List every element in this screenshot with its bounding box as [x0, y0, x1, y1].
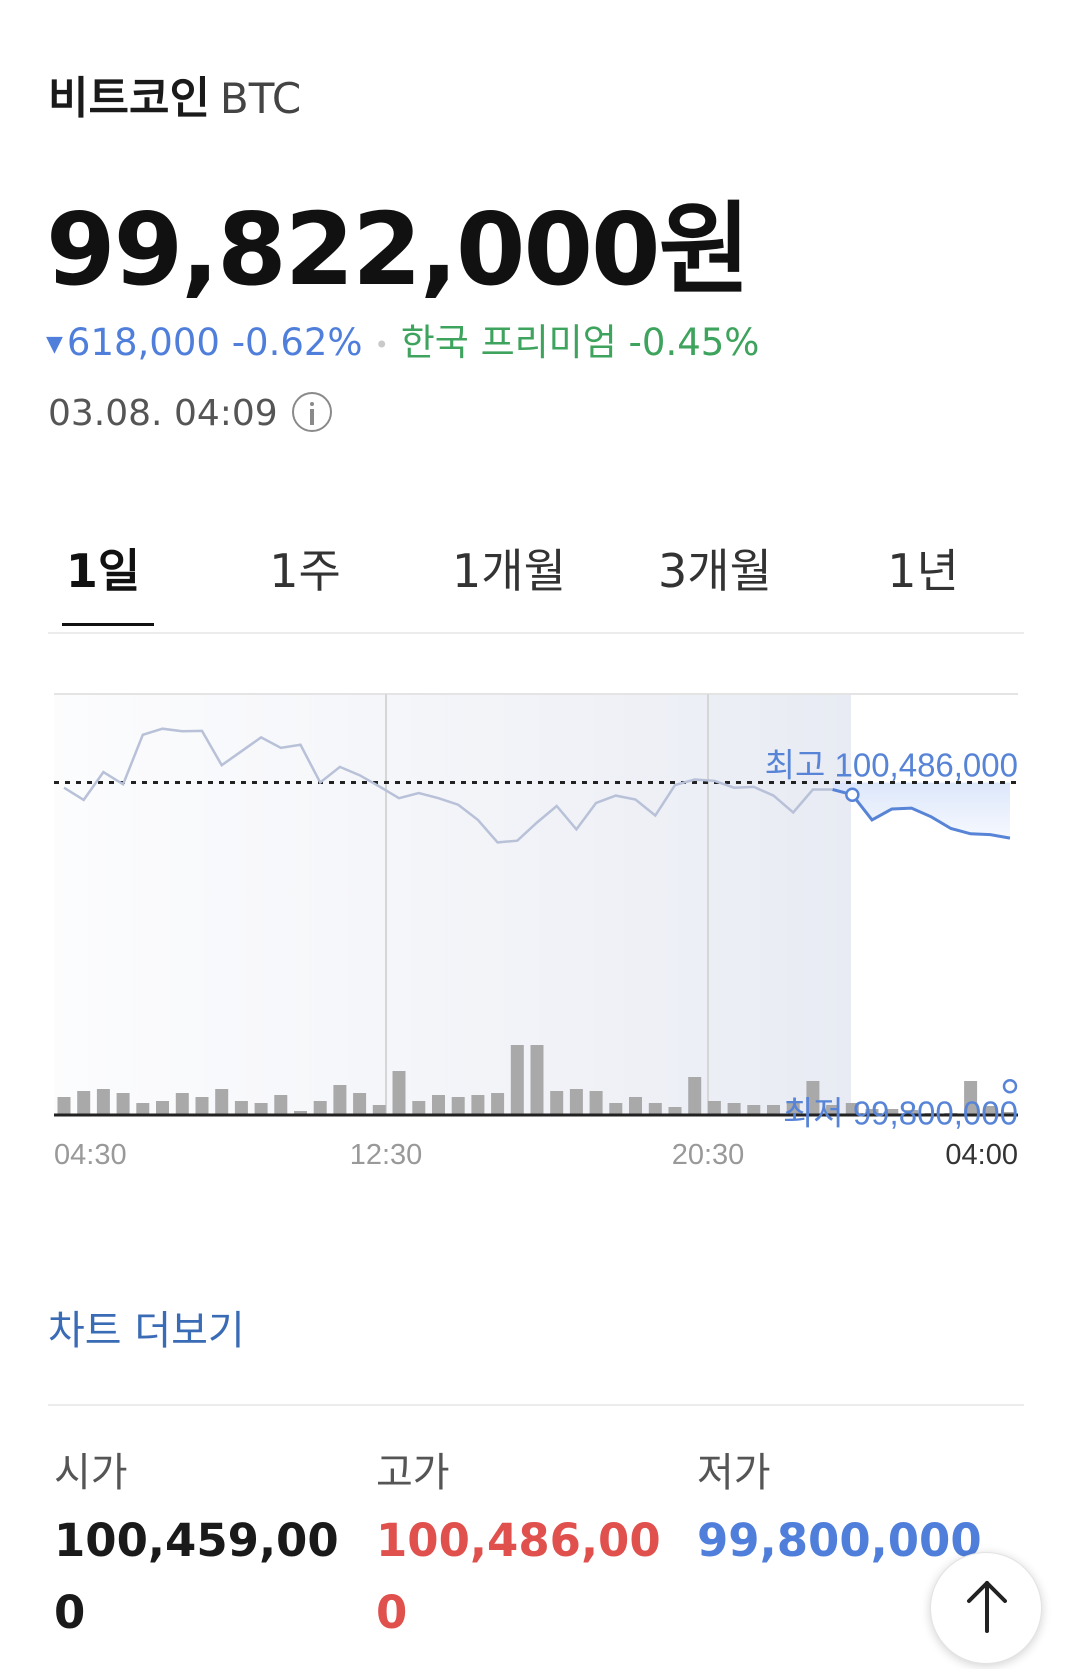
timestamp-row: 03.08. 04:09: [48, 392, 332, 434]
volume-bar: [964, 1081, 978, 1115]
volume-bar: [885, 1109, 899, 1115]
volume-bar: [77, 1091, 91, 1115]
high-marker: [845, 787, 860, 802]
volume-bar: [767, 1105, 780, 1115]
volume-bar: [116, 1093, 130, 1115]
volume-bar: [826, 1105, 840, 1115]
more-chart-link[interactable]: 차트 더보기: [48, 1308, 245, 1354]
tab-1-month[interactable]: 1개월: [452, 544, 566, 598]
volume-bar: [530, 1045, 544, 1115]
period-tabs: 1일 1주 1개월 3개월 1년: [48, 520, 1024, 634]
volume-bar: [589, 1091, 603, 1115]
volume-bar: [136, 1103, 150, 1115]
tab-1-week[interactable]: 1주: [269, 544, 341, 598]
scroll-to-top-button[interactable]: [930, 1552, 1042, 1664]
high-price-label: 최고 100,486,000: [765, 747, 1018, 784]
current-price: 99,822,000원: [46, 191, 751, 308]
price-line-recent: [832, 788, 1011, 840]
volume-bar: [392, 1071, 406, 1115]
volume-bar: [372, 1105, 386, 1115]
x-tick-label-0430: 04:30: [54, 1139, 127, 1171]
volume-bar: [865, 1109, 879, 1115]
active-tab-indicator: [62, 623, 154, 626]
volume-bar: [668, 1107, 682, 1115]
volume-bar: [629, 1097, 642, 1115]
x-tick-label-1230: 12:30: [350, 1139, 423, 1171]
past-period-shade: [54, 694, 851, 1114]
price-timestamp: 03.08. 04:09: [48, 393, 278, 434]
price-chart[interactable]: 최고 100,486,000 최저 99,800,000 04:30 12:30…: [48, 685, 1024, 1225]
volume-bar: [569, 1089, 583, 1115]
tab-1-day[interactable]: 1일: [65, 544, 141, 598]
volume-bar: [215, 1089, 229, 1115]
volume-bar: [254, 1103, 268, 1115]
volume-bar: [845, 1103, 859, 1115]
down-arrow-icon: ▼: [46, 332, 63, 357]
coin-symbol: BTC: [219, 74, 302, 123]
coin-korean-name: 비트코인: [48, 73, 210, 124]
volume-bar: [471, 1095, 485, 1115]
volume-bar: [550, 1091, 564, 1115]
volume-bar: [786, 1103, 800, 1115]
change-percent: -0.62%: [231, 321, 363, 364]
separator-dot: •: [374, 330, 389, 359]
tab-1-year[interactable]: 1년: [887, 544, 959, 598]
coin-name: 비트코인 BTC: [48, 62, 301, 126]
low-price-stat-value: 99,800,000: [697, 1514, 982, 1567]
volume-bar: [451, 1097, 465, 1115]
volume-bar: [609, 1103, 623, 1115]
volume-bar: [806, 1081, 820, 1115]
price-change-row: ▼ 618,000 -0.62% • 한국 프리미엄 -0.45%: [46, 312, 759, 366]
volume-bar: [510, 1045, 524, 1115]
recent-price-area: [832, 782, 1010, 839]
price-line-past: [63, 727, 833, 844]
change-amount: 618,000: [66, 321, 220, 364]
volume-bar: [333, 1085, 347, 1115]
volume-bar: [57, 1097, 71, 1115]
volume-bar: [353, 1093, 367, 1115]
low-price-label: 최저 99,800,000: [783, 1094, 1018, 1131]
volume-bar: [688, 1077, 702, 1115]
tab-3-months[interactable]: 3개월: [658, 544, 772, 598]
low-marker: [1002, 1079, 1018, 1094]
section-divider: [48, 1404, 1024, 1406]
volume-bar: [412, 1101, 426, 1115]
arrow-up-icon: [967, 1581, 1007, 1633]
volume-bars: [57, 1045, 1017, 1115]
high-price-stat-label: 고가: [376, 1450, 450, 1496]
korea-premium-label: 한국 프리미엄: [400, 321, 617, 364]
volume-bar: [195, 1097, 209, 1115]
volume-bar: [491, 1093, 505, 1115]
volume-bar: [274, 1095, 288, 1115]
volume-bar: [648, 1103, 662, 1115]
open-price-label: 시가: [54, 1450, 128, 1496]
volume-bar: [983, 1106, 997, 1115]
x-tick-label-2030: 20:30: [672, 1139, 745, 1171]
x-tick-label-0400: 04:00: [945, 1139, 1018, 1171]
open-price-value: 100,459,000: [54, 1514, 339, 1639]
volume-bar: [175, 1093, 189, 1115]
volume-bar: [905, 1110, 918, 1115]
volume-bar: [313, 1101, 327, 1115]
volume-bar: [727, 1103, 741, 1115]
volume-bar: [707, 1101, 721, 1115]
korea-premium-value: -0.45%: [628, 321, 760, 364]
high-price-stat-value: 100,486,000: [376, 1514, 661, 1639]
volume-bar: [747, 1105, 761, 1115]
info-icon[interactable]: [291, 392, 332, 432]
volume-bar: [432, 1095, 445, 1115]
volume-bar: [234, 1101, 248, 1115]
volume-bar: [156, 1101, 169, 1115]
volume-bar: [294, 1111, 307, 1115]
volume-bar: [96, 1089, 110, 1115]
low-price-stat-label: 저가: [697, 1450, 771, 1496]
